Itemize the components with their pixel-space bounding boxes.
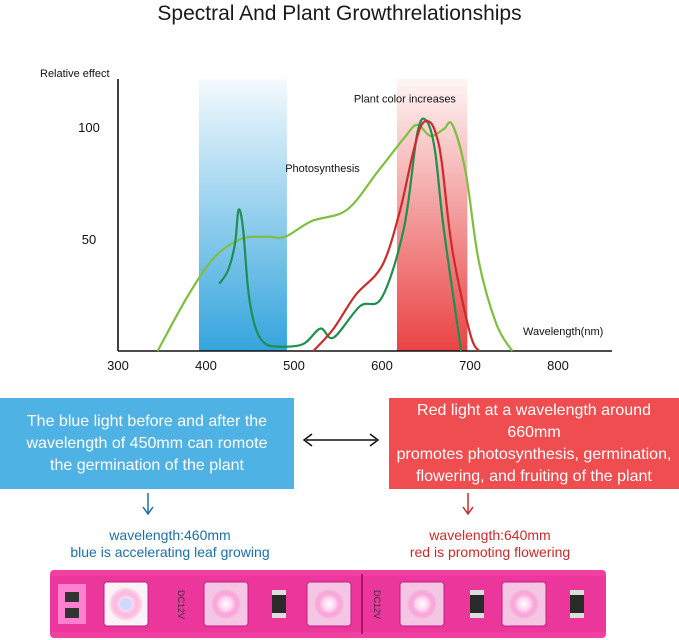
x-tick-label: 400 (195, 358, 217, 373)
red-box-line: Red light at a wavelength around 660mm (417, 401, 651, 441)
blue-caption-wavelength: wavelength:460mm (109, 527, 231, 543)
blue-box-line: The blue light before and after the (26, 412, 268, 430)
y-tick-label: 100 (78, 120, 100, 135)
double-arrow-icon (302, 433, 380, 447)
x-tick-label: 700 (459, 358, 481, 373)
red-band (396, 79, 468, 351)
x-axis-label: Wavelength(nm) (523, 326, 603, 338)
led-chip (399, 581, 445, 627)
resistor (470, 590, 484, 618)
blue-light-box: The blue light before and after the wave… (0, 398, 294, 489)
y-axis-label: Relative effect (40, 68, 110, 80)
series-line-1 (156, 121, 514, 352)
strip-label: DC12V (372, 590, 382, 619)
spectrum-chart: 300 400 500 600 700 800 50 100 Relative effect Wa… (40, 68, 612, 373)
led-strip-image: DC12V DC12V (50, 570, 606, 638)
resistor (272, 590, 286, 618)
x-tick-label: 500 (283, 358, 305, 373)
blue-caption: wavelength:460mm blue is accelerating le… (40, 527, 300, 561)
chart-annotation: Plant color increases (354, 93, 457, 105)
page-title: Spectral And Plant Growthrelationships (157, 2, 522, 25)
red-light-box: Red light at a wavelength around 660mm p… (389, 398, 679, 489)
down-arrow-icon (462, 493, 474, 516)
series-line-3 (312, 119, 480, 352)
led-chip (306, 581, 352, 627)
led-chip (103, 581, 149, 627)
strip-label: DC12V (176, 590, 186, 619)
x-tick-label: 800 (547, 358, 569, 373)
red-caption-text: red is promoting flowering (409, 544, 571, 560)
led-chip (501, 581, 547, 627)
resistor (570, 590, 584, 618)
blue-band (198, 79, 287, 351)
blue-box-line: wavelength of 450mm can romote (26, 434, 268, 452)
x-tick-label: 300 (107, 358, 129, 373)
blue-box-line: the germination of the plant (50, 456, 244, 474)
led-chip (203, 581, 249, 627)
red-box-line: flowering, and fruiting of the plant (416, 467, 652, 485)
red-box-line: promotes photosynthesis, germination, (396, 445, 672, 463)
strip-left-cap (58, 584, 86, 624)
chart-annotation: Photosynthesis (285, 163, 360, 175)
red-caption: wavelength:640mm red is promoting flower… (370, 527, 610, 561)
x-tick-label: 600 (371, 358, 393, 373)
y-tick-label: 50 (82, 232, 96, 247)
down-arrow-icon (142, 493, 154, 516)
blue-caption-text: blue is accelerating leaf growing (70, 544, 270, 560)
red-caption-wavelength: wavelength:640mm (429, 527, 551, 543)
